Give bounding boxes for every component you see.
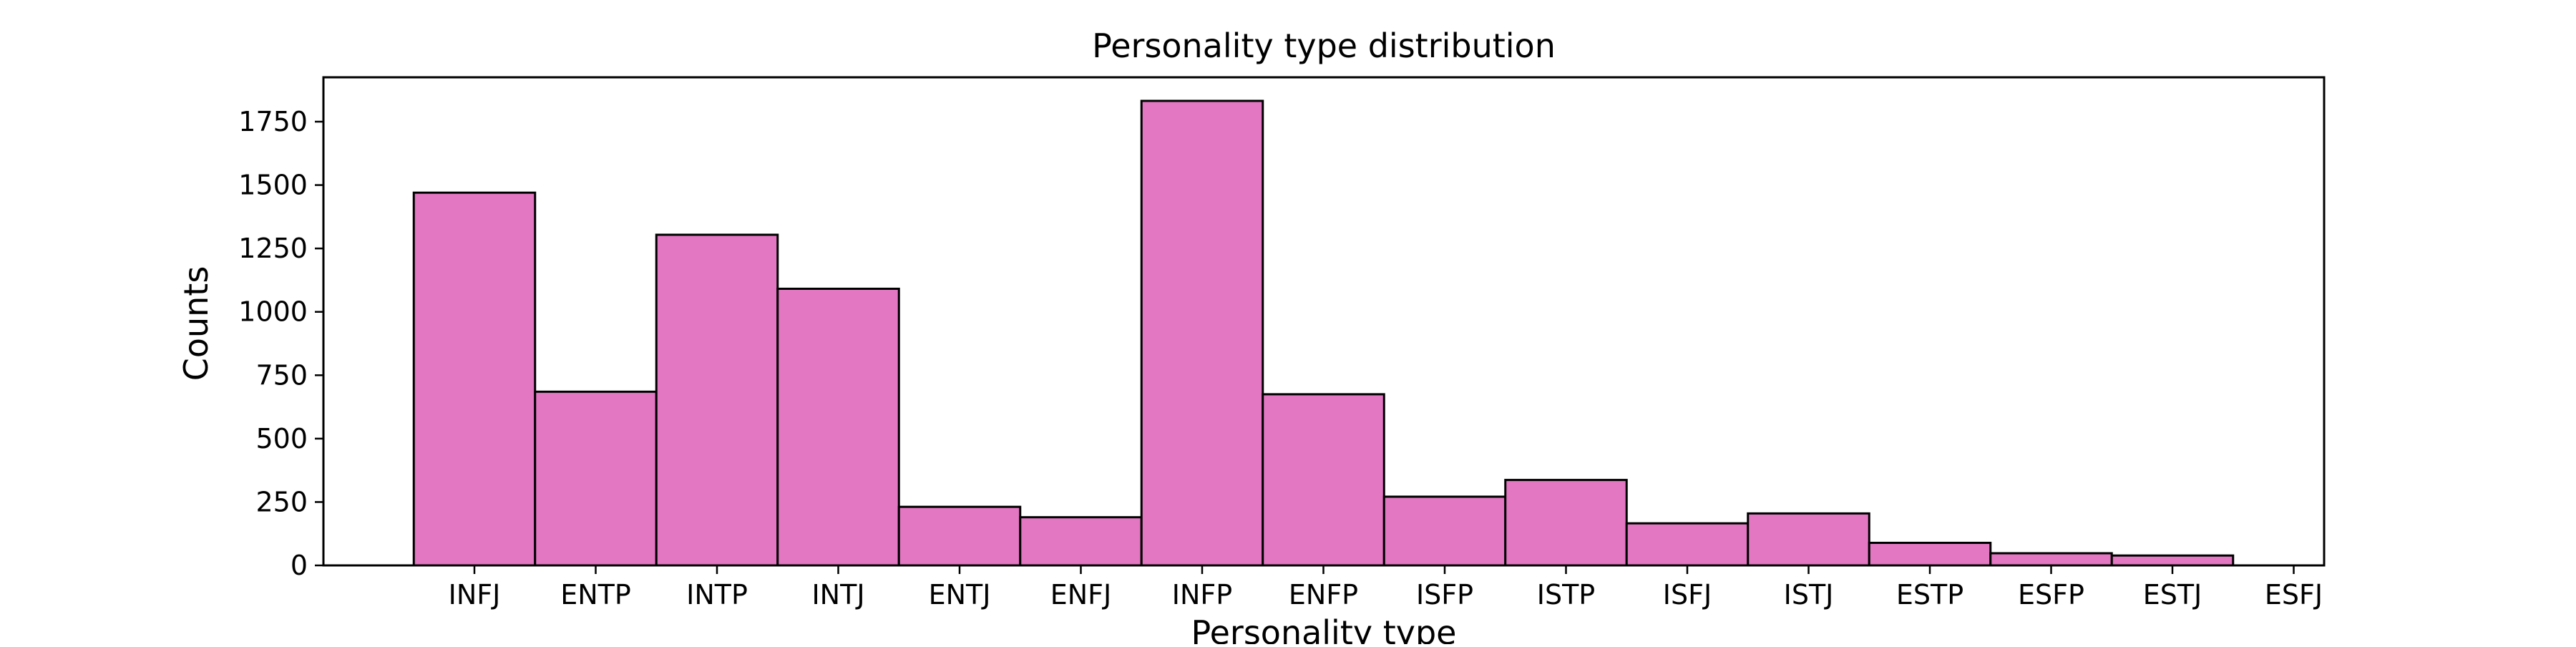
x-tick-label-esfj: ESFJ bbox=[2265, 579, 2323, 610]
x-tick-label-enfj: ENFJ bbox=[1050, 579, 1112, 610]
x-tick-label-istp: ISTP bbox=[1537, 579, 1595, 610]
x-axis-ticks: INFJ ENTP INTP INTJ ENTJ ENFJ INFP ENFP ISFP ISTP… bbox=[449, 565, 2323, 610]
y-tick-label: 250 bbox=[255, 486, 308, 517]
x-tick-label-istj: ISTJ bbox=[1784, 579, 1834, 610]
bars-group bbox=[412, 99, 2235, 567]
x-tick-label-entj: ENTJ bbox=[929, 579, 991, 610]
x-tick-label-estp: ESTP bbox=[1896, 579, 1963, 610]
bar-estj bbox=[2110, 554, 2235, 567]
y-tick-label: 1500 bbox=[238, 170, 308, 201]
bar-enfp bbox=[1262, 393, 1385, 567]
bar-intj bbox=[776, 287, 900, 567]
x-tick-label-isfj: ISFJ bbox=[1663, 579, 1712, 610]
y-tick-label: 0 bbox=[291, 550, 308, 581]
y-axis-label: Counts bbox=[177, 266, 215, 381]
y-tick-label: 1000 bbox=[238, 296, 308, 328]
y-tick-label: 1750 bbox=[238, 106, 308, 137]
x-tick-label-entp: ENTP bbox=[560, 579, 631, 610]
x-axis-label: Personality type bbox=[1191, 613, 1457, 644]
bar-isfj bbox=[1625, 522, 1750, 567]
bar-intp bbox=[655, 233, 779, 567]
bar-isfp bbox=[1382, 495, 1507, 567]
x-tick-label-intj: INTJ bbox=[811, 579, 864, 610]
y-tick-label: 1250 bbox=[238, 233, 308, 264]
bar-infj bbox=[412, 191, 537, 567]
bar-estp bbox=[1868, 541, 1992, 567]
chart-title: Personality type distribution bbox=[1092, 26, 1556, 65]
y-tick-label: 500 bbox=[255, 423, 308, 454]
bar-entj bbox=[897, 505, 1022, 567]
bar-istp bbox=[1504, 479, 1628, 567]
x-tick-label-isfp: ISFP bbox=[1416, 579, 1473, 610]
y-tick-label: 750 bbox=[255, 359, 308, 391]
x-tick-label-enfp: ENFP bbox=[1289, 579, 1358, 610]
bar-enfj bbox=[1019, 516, 1143, 567]
bar-istj bbox=[1747, 512, 1870, 567]
x-tick-label-infj: INFJ bbox=[449, 579, 501, 610]
x-tick-label-esfp: ESFP bbox=[2018, 579, 2084, 610]
bar-entp bbox=[534, 390, 658, 567]
y-axis-ticks: 0 250 500 750 1000 1250 1500 1750 bbox=[238, 106, 323, 581]
bar-esfp bbox=[1989, 552, 2113, 567]
plot-frame bbox=[322, 76, 2326, 567]
bar-infp bbox=[1140, 99, 1264, 567]
x-tick-label-estj: ESTJ bbox=[2143, 579, 2202, 610]
x-tick-label-infp: INFP bbox=[1172, 579, 1232, 610]
x-tick-label-intp: INTP bbox=[686, 579, 748, 610]
